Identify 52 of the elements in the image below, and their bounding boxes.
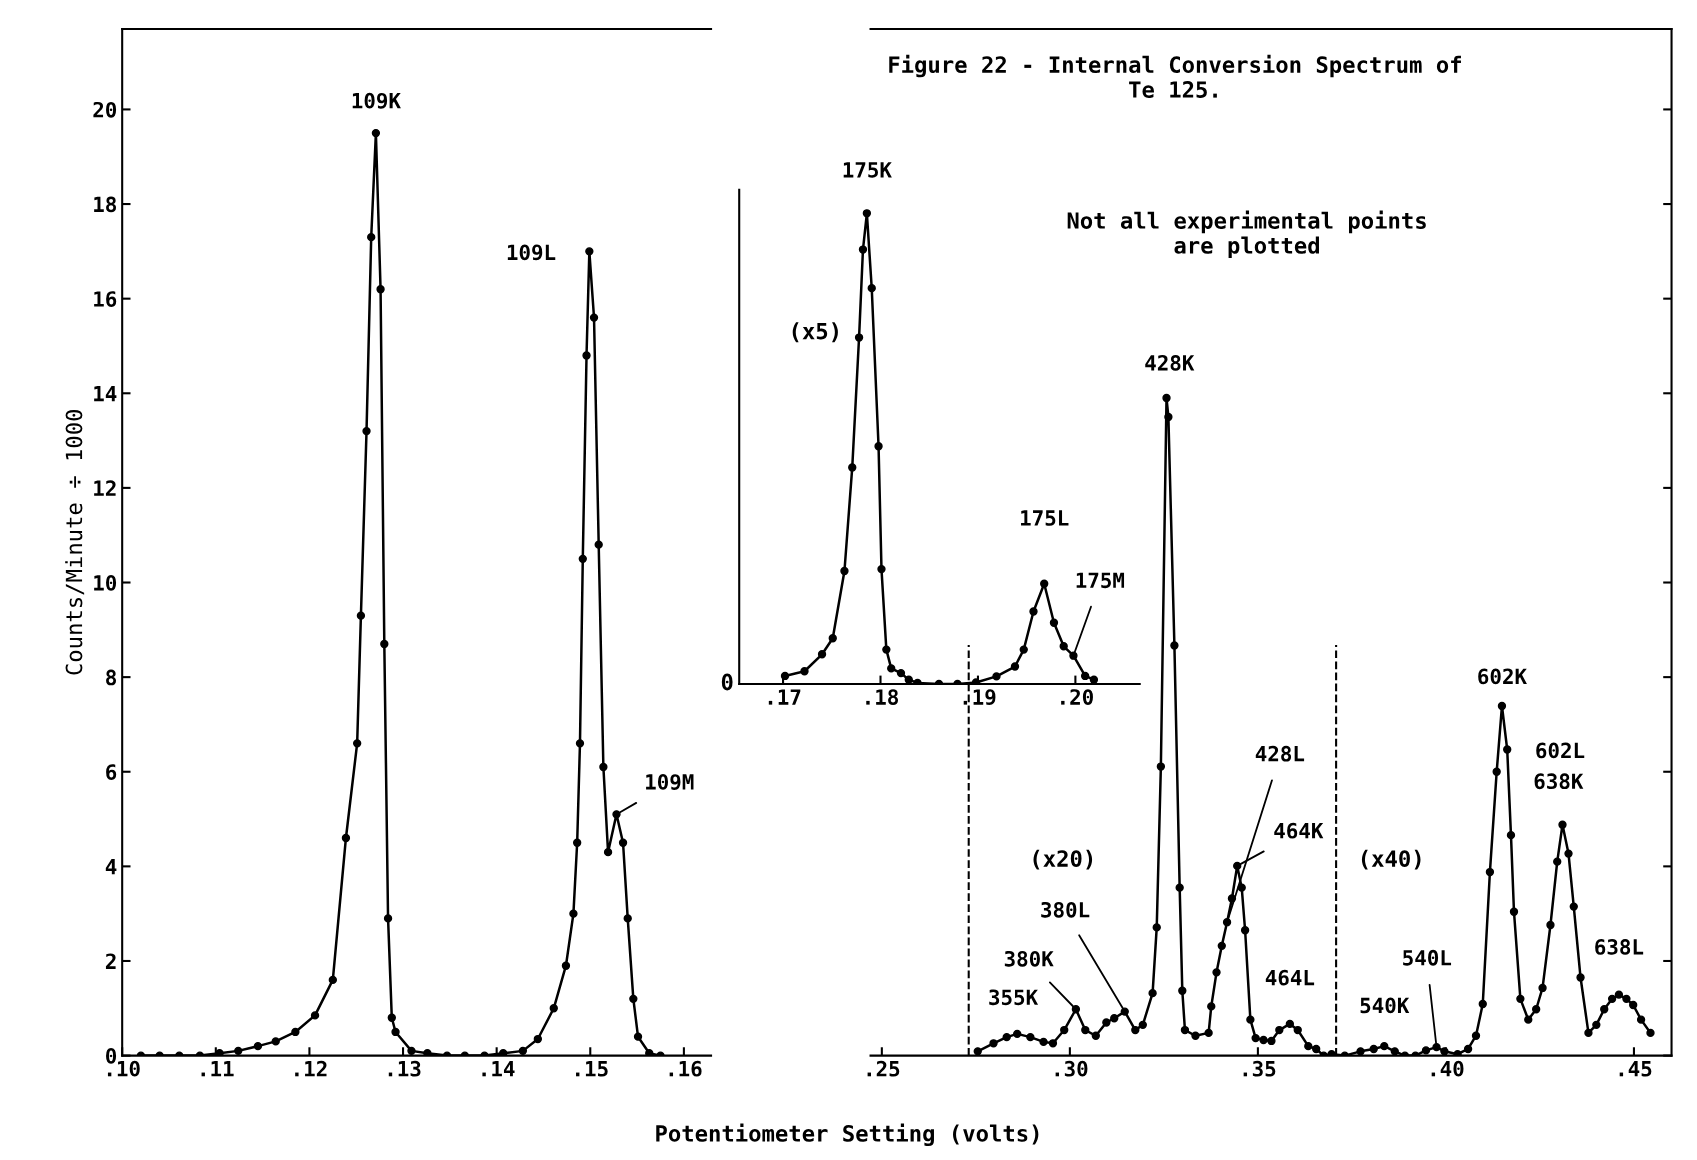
x-tick-label: .12 bbox=[295, 1060, 327, 1077]
x-tick-label: .11 bbox=[201, 1061, 234, 1077]
y-axis-title: Counts/Minute ÷ 1000 bbox=[65, 409, 85, 675]
y-tick-label: 16 bbox=[94, 291, 117, 307]
annotation: 638L bbox=[1595, 939, 1644, 955]
y-tick-label: 2 bbox=[105, 953, 116, 969]
y-tick-label: 12 bbox=[94, 480, 116, 496]
annotation: Not all experimental points are plotted bbox=[1067, 210, 1426, 259]
annotation: 175M bbox=[1076, 572, 1125, 589]
annotation: 638K bbox=[1534, 773, 1584, 790]
annotation: 428L bbox=[1255, 745, 1305, 762]
annotation: 540K bbox=[1360, 997, 1410, 1014]
x-tick-label: .25 bbox=[867, 1060, 900, 1077]
annotation: 355K bbox=[989, 989, 1039, 1006]
y-tick-label: 14 bbox=[94, 386, 117, 402]
x-tick-label: .15 bbox=[576, 1061, 608, 1077]
y-tick-label: 8 bbox=[106, 669, 117, 686]
annotation: 175K bbox=[843, 162, 892, 178]
annotation: 464K bbox=[1274, 822, 1324, 839]
annotation: 540L bbox=[1403, 949, 1452, 966]
x-tick-label: .45 bbox=[1619, 1061, 1652, 1077]
x-tick-label: .17 bbox=[768, 689, 801, 705]
annotation: 109M bbox=[646, 774, 694, 790]
annotation: 380K bbox=[1004, 950, 1054, 967]
text: 0 bbox=[721, 673, 733, 691]
y-tick-label: 20 bbox=[93, 101, 117, 118]
annotation: 428K bbox=[1145, 354, 1195, 371]
annotation: 602K bbox=[1478, 668, 1527, 685]
annotation: 602L bbox=[1536, 742, 1585, 759]
x-tick-label: .35 bbox=[1243, 1060, 1276, 1077]
annotation: 175L bbox=[1021, 510, 1069, 526]
y-tick-label: 10 bbox=[94, 574, 117, 591]
annotation: 109K bbox=[352, 92, 401, 109]
x-tick-label: .16 bbox=[669, 1060, 702, 1077]
x-axis-title: Potentiometer Setting (volts) bbox=[656, 1123, 1039, 1147]
x-tick-label: .20 bbox=[1061, 689, 1093, 705]
y-tick-label: 6 bbox=[106, 764, 117, 780]
x-tick-label: .14 bbox=[482, 1061, 515, 1077]
annotation: (x20) bbox=[1033, 849, 1093, 870]
annotation: 464L bbox=[1265, 969, 1315, 986]
x-tick-label: .19 bbox=[963, 689, 996, 706]
x-tick-label: .30 bbox=[1055, 1060, 1088, 1077]
annotation: 109L bbox=[507, 244, 556, 261]
x-tick-label: .18 bbox=[866, 689, 899, 705]
annotation: (x5) bbox=[792, 322, 838, 343]
y-tick-label: 18 bbox=[94, 196, 117, 213]
y-tick-label: 4 bbox=[105, 859, 117, 875]
text: Figure 22 - Internal Conversion Spectrum of Te 125. bbox=[889, 54, 1461, 98]
x-tick-label: .13 bbox=[388, 1060, 421, 1077]
annotation: 380L bbox=[1041, 901, 1090, 918]
x-tick-label: .40 bbox=[1431, 1060, 1464, 1077]
annotation: (x40) bbox=[1361, 849, 1421, 870]
